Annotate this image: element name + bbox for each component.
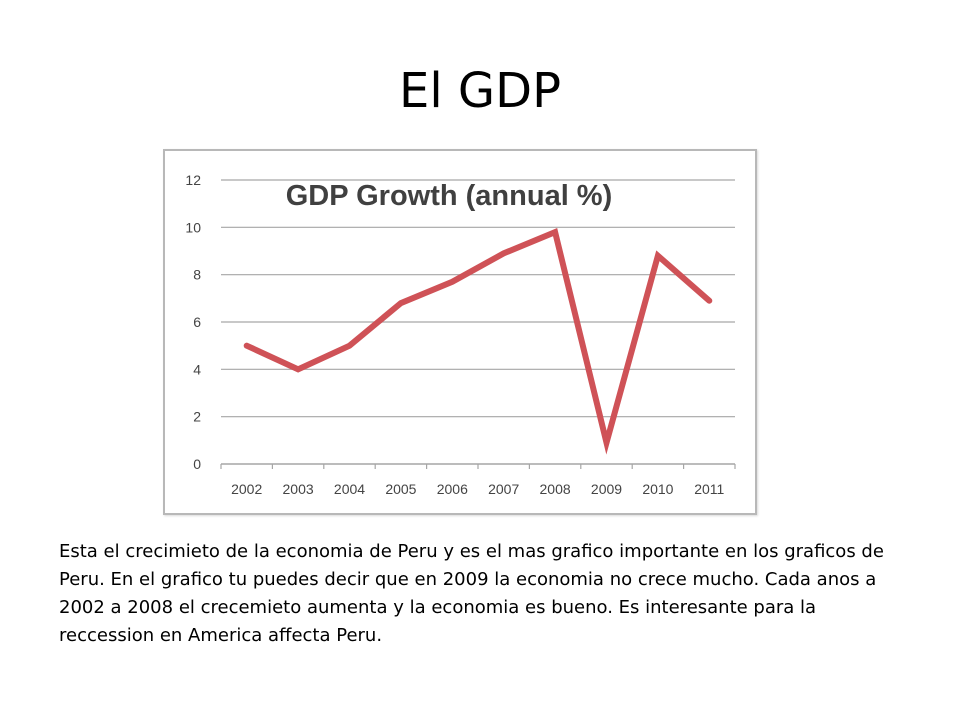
x-tick-label: 2010 — [642, 481, 673, 497]
chart-image: 0 2 4 6 8 10 12 2002 2003 2004 2005 2006 2007 2008 20… — [163, 149, 757, 515]
x-axis-ticks: 2002 2003 2004 2005 2006 2007 2008 2009 2010 2011 — [220, 464, 736, 497]
data-point-2009 — [604, 440, 609, 446]
data-point-2007 — [501, 250, 507, 256]
x-tick-label: 2011 — [694, 481, 724, 497]
y-axis-ticks: 0 2 4 6 8 10 12 — [185, 172, 201, 472]
x-tick-label: 2007 — [488, 481, 519, 497]
x-tick-label: 2005 — [385, 481, 416, 497]
data-point-2008 — [552, 229, 558, 235]
data-point-2006 — [449, 279, 455, 285]
y-tick-label: 0 — [193, 456, 201, 472]
y-tick-label: 2 — [193, 409, 201, 425]
data-point-2010 — [655, 253, 661, 259]
gridlines — [221, 179, 735, 465]
y-tick-label: 4 — [193, 361, 201, 377]
slide-body-text: Esta el crecimieto de la economia de Per… — [59, 541, 884, 646]
y-tick-label: 12 — [185, 172, 201, 188]
x-tick-label: 2004 — [334, 481, 365, 497]
data-point-2002 — [244, 343, 250, 349]
data-point-2005 — [398, 300, 404, 306]
y-tick-label: 8 — [193, 267, 201, 283]
data-point-2004 — [347, 343, 352, 349]
y-tick-label: 6 — [193, 314, 201, 330]
chart-title: GDP Growth (annual %) — [286, 180, 613, 212]
x-tick-label: 2009 — [591, 481, 622, 497]
series — [243, 227, 713, 455]
x-tick-label: 2006 — [437, 481, 468, 497]
series-line — [243, 227, 713, 455]
x-tick-label: 2008 — [540, 481, 571, 497]
data-point-2011 — [706, 298, 712, 304]
x-tick-label: 2002 — [231, 481, 262, 497]
y-tick-label: 10 — [185, 219, 201, 235]
x-tick-label: 2003 — [283, 481, 314, 497]
slide-title: El GDP — [398, 63, 562, 119]
data-point-2003 — [295, 366, 301, 372]
